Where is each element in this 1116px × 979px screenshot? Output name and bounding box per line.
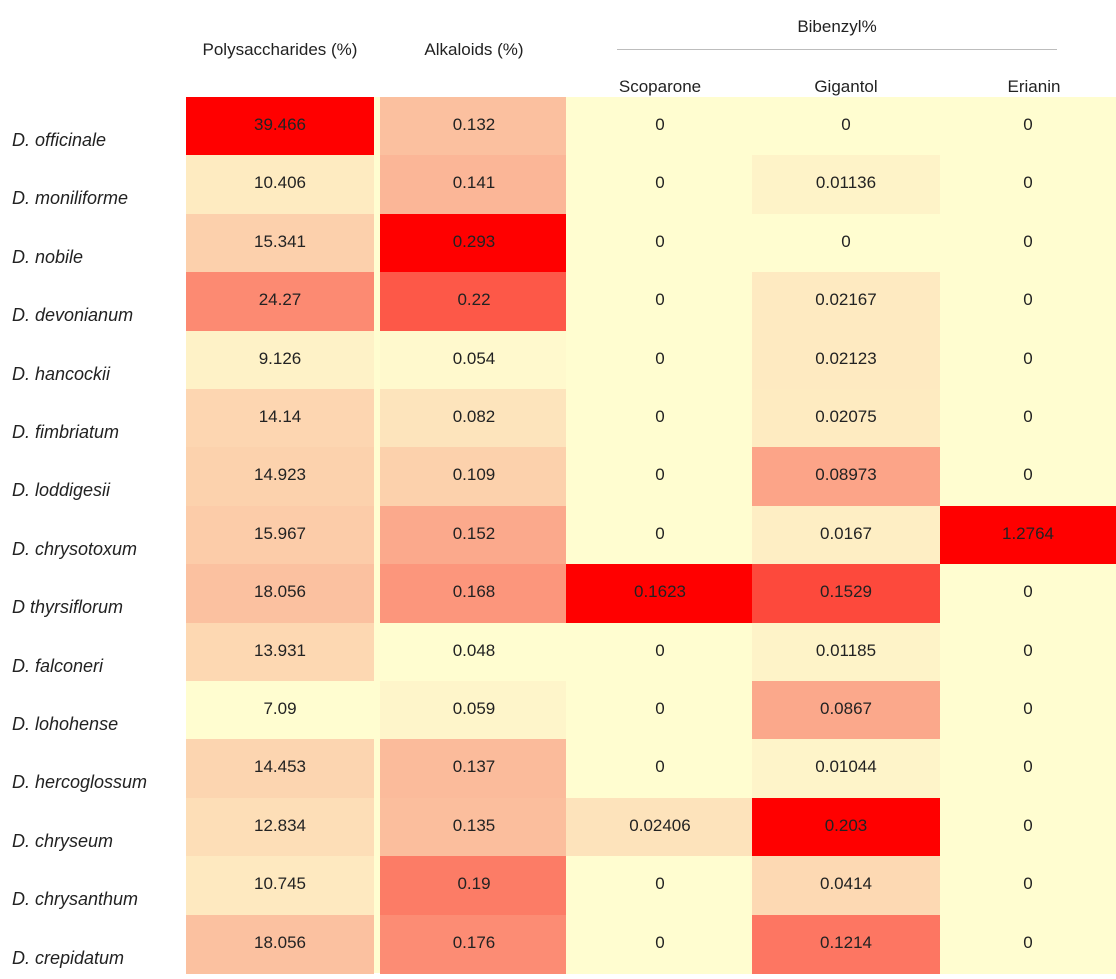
heatmap-cell: 0 (940, 389, 1116, 448)
row-label: D. fimbriatum (12, 422, 120, 442)
heatmap-cell: 0 (566, 272, 754, 332)
heatmap-cell: 14.923 (186, 447, 374, 507)
heatmap-cell: 0 (940, 155, 1116, 215)
heatmap-cell: 0.01044 (752, 739, 940, 799)
heatmap-cell: 18.056 (186, 564, 374, 624)
heatmap-cell: 0 (566, 856, 754, 916)
heatmap-cell: 24.27 (186, 272, 374, 332)
heatmap-cell: 9.126 (186, 330, 374, 390)
heatmap-cell: 0.1623 (566, 564, 754, 624)
heatmap-cell: 0.0867 (752, 681, 940, 740)
heatmap-cell: 0 (566, 622, 754, 682)
row-label: D. nobile (12, 246, 84, 267)
heatmap-cell: 0 (940, 739, 1116, 799)
row-label: D. hercoglossum (12, 772, 148, 793)
heatmap-cell: 0.0414 (752, 856, 940, 916)
row-label: D. lohohense (12, 714, 119, 734)
row-label: D. loddigesii (12, 480, 111, 501)
column-header: Scoparone (618, 77, 702, 96)
row-label: D. officinale (12, 130, 107, 150)
heatmap-cell: 10.406 (186, 155, 374, 215)
heatmap-cell: 0.01136 (752, 155, 940, 215)
heatmap-cell: 0.059 (380, 681, 568, 740)
group-header-underline (617, 49, 1057, 50)
heatmap-cell: 0.168 (380, 564, 568, 624)
heatmap-cell: 0 (566, 447, 754, 507)
heatmap-cell: 0.1214 (752, 914, 940, 974)
heatmap-cell: 0.02075 (752, 389, 940, 448)
heatmap-cell: 0 (566, 739, 754, 799)
heatmap-cell: 0.141 (380, 155, 568, 215)
heatmap-cell: 0.08973 (752, 447, 940, 507)
heatmap-cell: 13.931 (186, 622, 374, 682)
heatmap-cell: 0.135 (380, 797, 568, 857)
heatmap-cell: 0 (566, 97, 754, 156)
heatmap-cell: 0.22 (380, 272, 568, 332)
heatmap-cell: 0 (752, 213, 940, 273)
heatmap-cell: 0 (940, 681, 1116, 740)
heatmap-cell: 0.137 (380, 739, 568, 799)
heatmap-cell: 0 (940, 564, 1116, 624)
heatmap-cell: 0.082 (380, 389, 568, 448)
heatmap-cell: 0 (940, 797, 1116, 857)
row-label: D. devonianum (12, 305, 134, 326)
row-label: D. crepidatum (12, 947, 125, 968)
row-label: D. chrysotoxum (12, 538, 138, 559)
heatmap-cell: 0.203 (752, 797, 940, 857)
heatmap-cell: 0.109 (380, 447, 568, 507)
row-label: D thyrsiflorum (12, 597, 124, 618)
heatmap-cell: 0.176 (380, 914, 568, 974)
heatmap-cell: 0 (940, 914, 1116, 974)
heatmap-cell: 0 (566, 505, 754, 565)
heatmap-cell: 0.0167 (752, 505, 940, 565)
heatmap-cell: 0 (566, 330, 754, 390)
column-header: Erianin (1007, 77, 1061, 96)
group-header: Bibenzyl% (797, 17, 877, 36)
heatmap-cell: 7.09 (186, 681, 374, 740)
heatmap-cell: 15.967 (186, 505, 374, 565)
heatmap-cell: 12.834 (186, 797, 374, 857)
heatmap-cell: 0 (566, 914, 754, 974)
heatmap-cell: 0.152 (380, 505, 568, 565)
heatmap-cell: 0 (566, 681, 754, 740)
heatmap-cell: 14.14 (186, 389, 374, 448)
heatmap-cell: 0 (940, 272, 1116, 332)
heatmap-cell: 0 (566, 155, 754, 215)
column-header: Alkaloids (%) (424, 40, 524, 59)
heatmap-cell: 0.132 (380, 97, 568, 156)
column-header: Polysaccharides (%) (202, 40, 358, 59)
heatmap-cell: 0.293 (380, 213, 568, 273)
row-label: D. falconeri (12, 655, 104, 676)
heatmap-cell: 0.054 (380, 330, 568, 390)
heatmap-cell: 1.2764 (940, 505, 1116, 565)
heatmap-cell: 14.453 (186, 739, 374, 799)
heatmap-cell: 0 (940, 330, 1116, 390)
heatmap-cell: 0.02167 (752, 272, 940, 332)
row-label: D. hancockii (12, 363, 111, 384)
heatmap-cell: 18.056 (186, 914, 374, 974)
column-header: Gigantol (814, 77, 878, 96)
heatmap-cell: 0 (566, 389, 754, 448)
heatmap-cell: 0 (940, 97, 1116, 156)
row-label: D. chrysanthum (12, 889, 139, 910)
heatmap-cell: 0.19 (380, 856, 568, 916)
heatmap-cell: 0 (940, 622, 1116, 682)
heatmap-cell: 15.341 (186, 213, 374, 273)
heatmap-cell: 0.01185 (752, 622, 940, 682)
row-label: D. chryseum (12, 830, 114, 851)
heatmap-cell: 39.466 (186, 97, 374, 156)
heatmap-cell: 0.02123 (752, 330, 940, 390)
heatmap-cell: 0.1529 (752, 564, 940, 624)
row-label: D. moniliforme (12, 188, 129, 209)
heatmap-cell: 0 (752, 97, 940, 156)
heatmap-cell: 10.745 (186, 856, 374, 916)
heatmap-cell: 0.02406 (566, 797, 754, 857)
heatmap-cell: 0 (940, 447, 1116, 507)
heatmap-cell: 0 (940, 856, 1116, 916)
heatmap-cell: 0.048 (380, 622, 568, 682)
heatmap-cell: 0 (566, 213, 754, 273)
heatmap-cell: 0 (940, 213, 1116, 273)
